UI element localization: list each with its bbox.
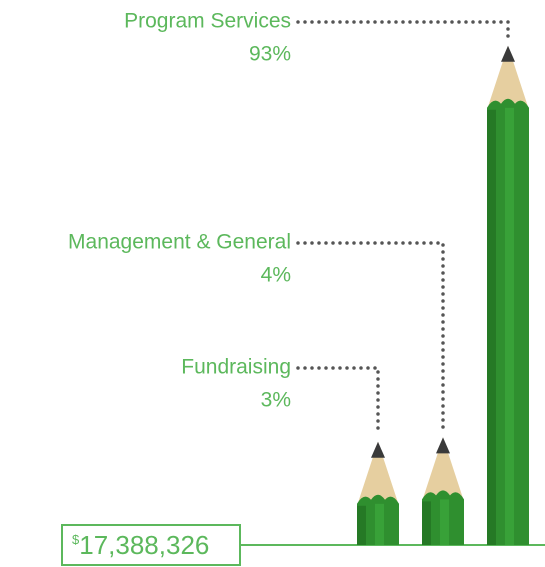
page: {"chart_data": {"type": "bar", "categori… (0, 0, 545, 567)
pencil-shade (357, 506, 366, 545)
pencil (357, 442, 399, 545)
category-label: Management & General (68, 231, 291, 254)
pencil (487, 46, 529, 545)
category-label: Fundraising (181, 356, 291, 379)
category-label: Program Services (124, 10, 291, 33)
pencil (422, 437, 464, 545)
pencil-shade (422, 501, 431, 545)
pencil-highlight (505, 108, 514, 545)
value-label: 4% (261, 264, 291, 287)
pencil-highlight (440, 499, 449, 545)
leader-line (298, 243, 443, 429)
total: $17,388,326 (72, 530, 209, 560)
pencil-lead (436, 437, 450, 453)
pencil-lead (371, 442, 385, 458)
pencil-shade (487, 110, 496, 545)
leader-line (298, 368, 378, 434)
value-label: 93% (249, 43, 291, 66)
leader-line (298, 22, 508, 38)
pencil-highlight (375, 504, 384, 545)
value-label: 3% (261, 389, 291, 412)
total-amount: 17,388,326 (79, 530, 209, 560)
chart: $17,388,326 Fundraising 3% Management & Ge… (0, 0, 545, 567)
pencil-lead (501, 46, 515, 62)
